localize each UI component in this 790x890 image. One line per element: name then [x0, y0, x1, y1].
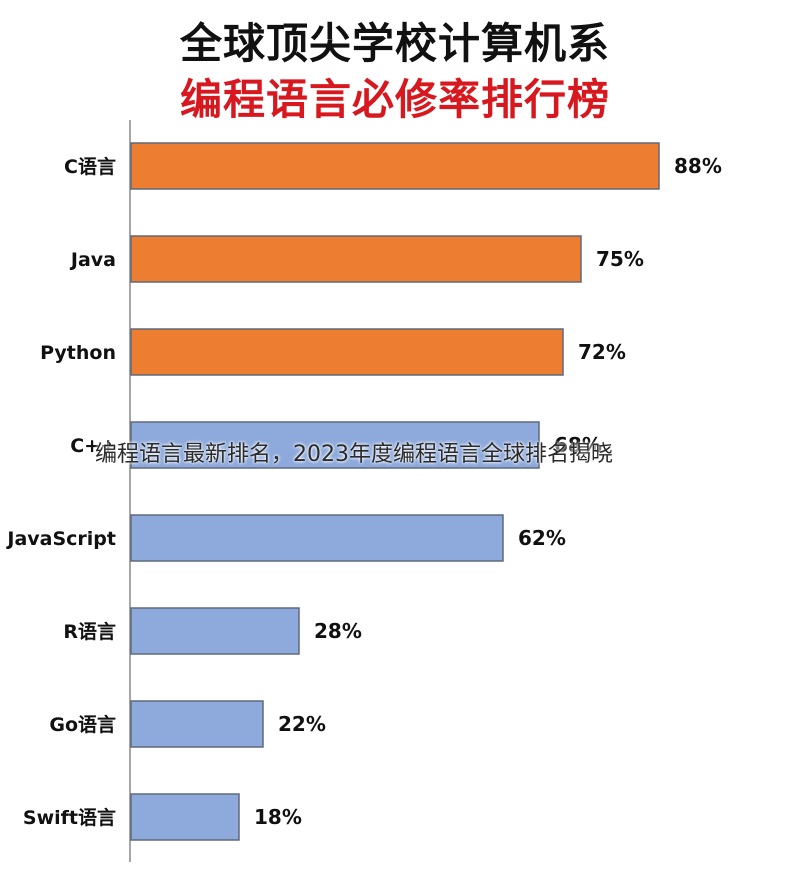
category-label-1: Java	[69, 249, 116, 271]
value-label-0: 88%	[674, 154, 722, 178]
value-label-4: 62%	[518, 526, 566, 550]
value-label-6: 22%	[278, 712, 326, 736]
bar-2	[130, 328, 564, 376]
bar-4	[130, 514, 504, 562]
value-label-5: 28%	[314, 619, 362, 643]
bar-5	[130, 607, 300, 655]
bars-group: C语言 88% Java 75% Python 72% C++ 68% JavaScript 62…	[5, 142, 722, 841]
value-label-1: 75%	[596, 247, 644, 271]
bar-3	[130, 421, 540, 469]
category-label-6: Go语言	[49, 713, 116, 736]
category-label-0: C语言	[64, 155, 116, 178]
bar-1	[130, 235, 582, 283]
category-label-5: R语言	[63, 620, 116, 643]
category-label-2: Python	[40, 342, 116, 364]
chart-title-line-1: 全球顶尖学校计算机系	[179, 19, 610, 68]
category-label-3: C++	[70, 435, 116, 457]
overlay-caption: 编程语言最新排名，2023年度编程语言全球排名揭晓	[95, 442, 613, 467]
category-label-7: Swift语言	[23, 806, 116, 829]
category-label-4: JavaScript	[5, 528, 116, 550]
chart-title-line-2: 编程语言必修率排行榜	[179, 75, 610, 124]
value-label-7: 18%	[254, 805, 302, 829]
bar-0	[130, 142, 660, 190]
bar-7	[130, 793, 240, 841]
value-label-3: 68%	[554, 433, 602, 457]
value-label-2: 72%	[578, 340, 626, 364]
bar-6	[130, 700, 264, 748]
